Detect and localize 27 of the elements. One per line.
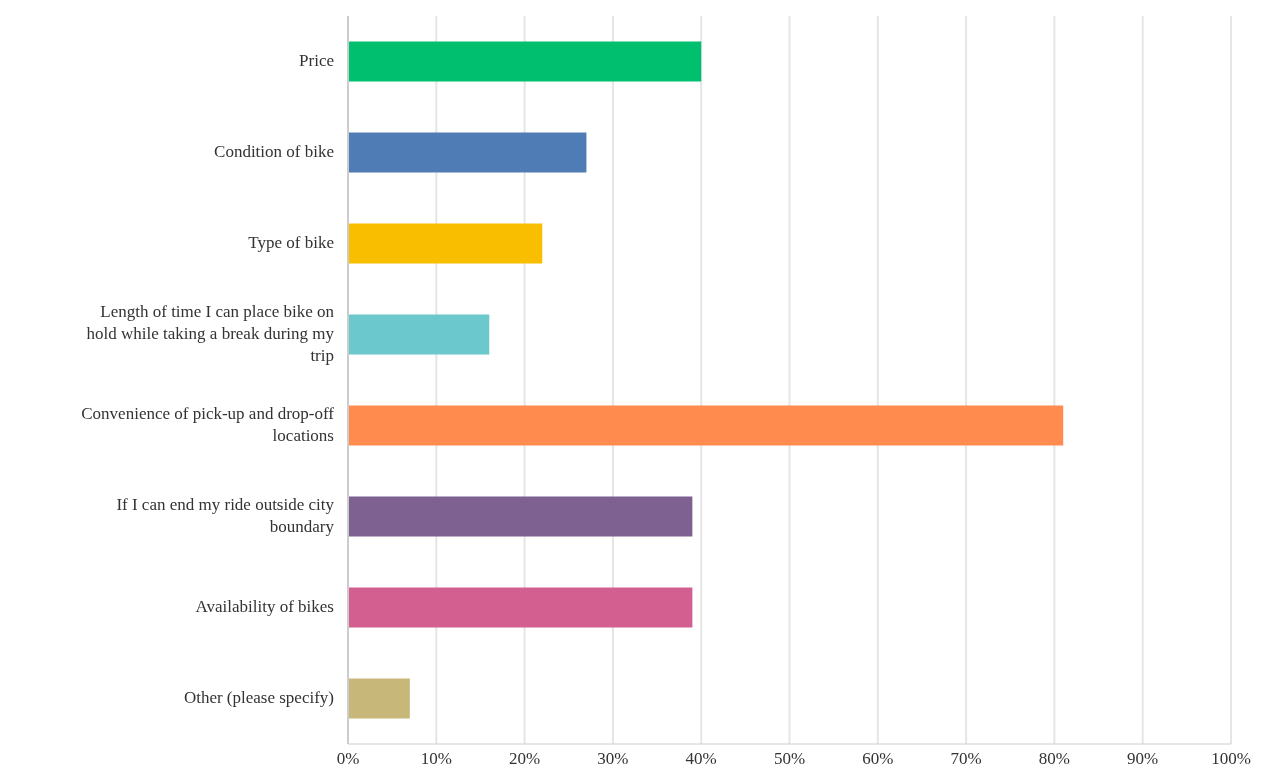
y-tick-label: Availability of bikes [195, 596, 334, 616]
bar [348, 678, 410, 719]
x-tick-label: 10% [420, 749, 452, 769]
y-tick-label: Other (please specify) [183, 687, 334, 707]
y-tick-label: If I can end my ride outside city boundary [116, 494, 335, 536]
y-tick-label: Length of time I can place bike on hold while taking a break during my trip [86, 301, 335, 365]
y-tick-label: Convenience of pick-up and drop-off locations [81, 403, 335, 445]
x-tick-label: 30% [597, 749, 629, 769]
y-tick-label: Type of bike [248, 232, 334, 252]
x-tick-label: 90% [1127, 749, 1159, 769]
y-tick-label: Price [299, 50, 334, 70]
bar [348, 587, 693, 628]
bar [348, 41, 702, 82]
x-tick-label: 70% [950, 749, 982, 769]
x-tick-label: 60% [862, 749, 894, 769]
x-tick-label: 0% [336, 749, 360, 769]
x-tick-label: 50% [773, 749, 806, 769]
bar [348, 132, 587, 173]
x-tick-label: 100% [1211, 749, 1251, 769]
bar [348, 314, 490, 355]
bar [348, 496, 693, 537]
bar [348, 405, 1064, 446]
x-tick-label: 20% [509, 749, 541, 769]
y-tick-label: Condition of bike [214, 141, 334, 161]
x-tick-label: 80% [1038, 749, 1070, 769]
x-tick-label: 40% [685, 749, 717, 769]
bar [348, 223, 543, 264]
